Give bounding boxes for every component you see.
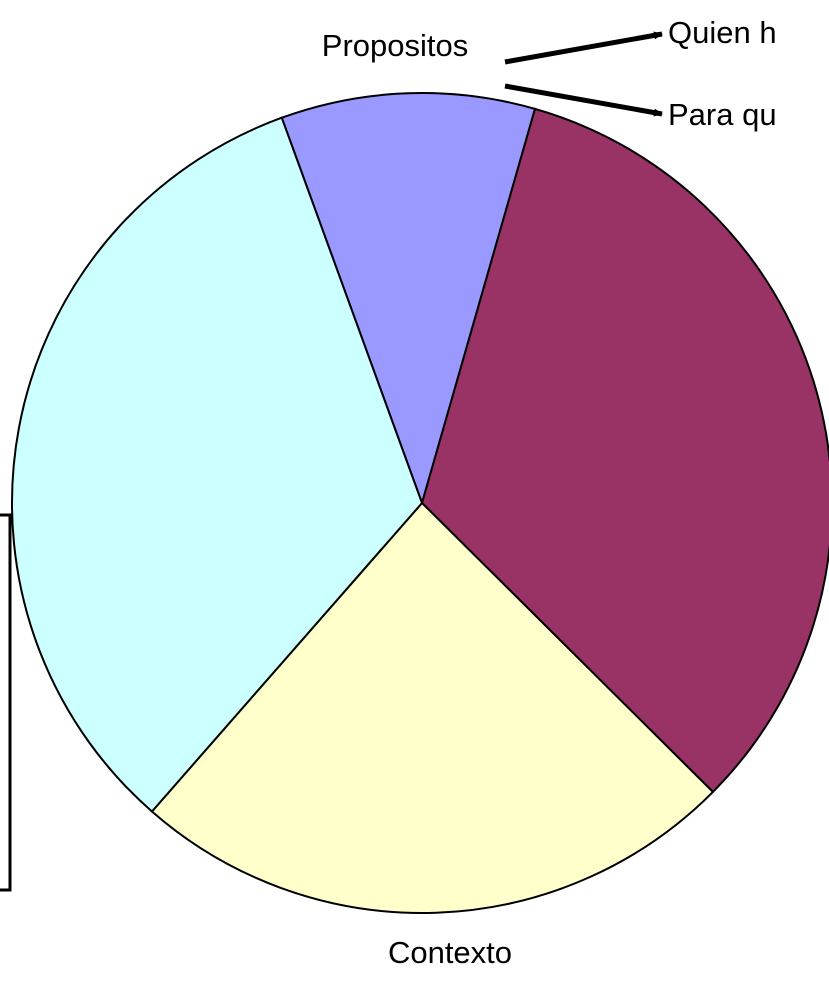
arrow bbox=[504, 83, 663, 117]
arrow bbox=[504, 31, 663, 65]
pie-slice bbox=[420, 107, 829, 794]
slice-label: Propositos bbox=[322, 28, 468, 63]
pie-slice bbox=[280, 92, 537, 507]
annotation: Para qu bbox=[668, 97, 777, 132]
pie bbox=[11, 92, 829, 914]
pie-slice bbox=[150, 501, 715, 914]
slice-label: Contexto bbox=[388, 935, 512, 970]
side-box bbox=[0, 513, 12, 892]
annotation: Quien h bbox=[668, 15, 777, 50]
pie-slice bbox=[11, 116, 424, 813]
